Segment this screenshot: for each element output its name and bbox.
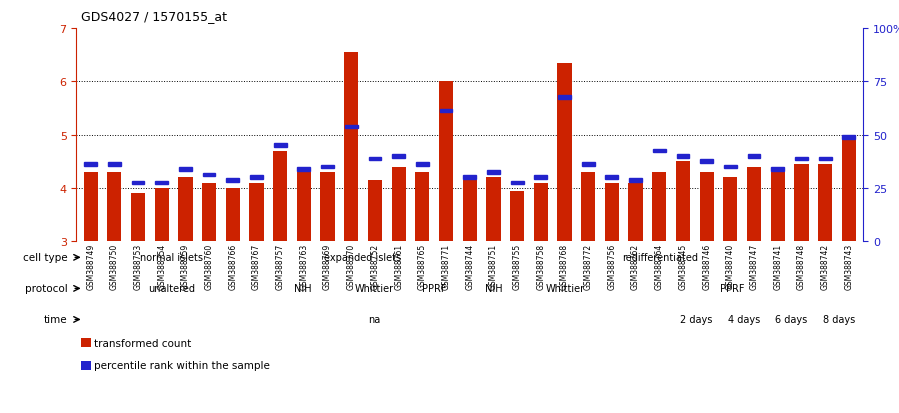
Text: GDS4027 / 1570155_at: GDS4027 / 1570155_at	[81, 10, 227, 23]
Bar	[795, 164, 808, 242]
Bar	[699, 173, 714, 242]
Bar	[416, 163, 429, 166]
Text: PPRF: PPRF	[720, 284, 744, 294]
Bar	[534, 183, 547, 242]
Bar	[463, 180, 476, 242]
Bar	[724, 178, 737, 242]
Text: expanded islets: expanded islets	[324, 253, 401, 263]
Bar	[85, 163, 97, 166]
Bar	[439, 82, 453, 242]
Text: 4 days: 4 days	[727, 315, 760, 325]
Text: time: time	[44, 315, 67, 325]
Bar	[629, 178, 642, 182]
Bar	[463, 176, 476, 180]
Bar	[179, 168, 191, 172]
Bar	[534, 176, 547, 180]
Bar	[771, 168, 784, 172]
Bar	[440, 109, 452, 113]
Bar	[345, 126, 358, 129]
Bar	[606, 176, 619, 180]
Bar	[202, 173, 216, 177]
Bar	[298, 168, 310, 172]
Bar	[605, 183, 619, 242]
Bar	[557, 64, 572, 242]
Text: protocol: protocol	[24, 284, 67, 294]
Bar	[297, 173, 311, 242]
Bar	[84, 173, 98, 242]
Bar	[368, 180, 382, 242]
Text: cell type: cell type	[22, 253, 67, 263]
Bar	[227, 178, 239, 182]
Bar	[131, 194, 145, 242]
Bar	[107, 173, 121, 242]
Bar	[320, 173, 334, 242]
Bar	[700, 160, 713, 164]
Bar	[582, 163, 594, 166]
Bar	[795, 157, 808, 161]
Bar	[842, 136, 855, 140]
Bar	[131, 181, 145, 185]
Text: unaltered: unaltered	[148, 284, 195, 294]
Bar	[770, 173, 785, 242]
Bar	[226, 188, 240, 242]
Bar	[250, 176, 263, 180]
Bar	[392, 154, 405, 159]
Bar	[156, 181, 168, 185]
Bar	[724, 165, 737, 169]
Bar	[841, 135, 856, 242]
Bar	[274, 144, 287, 148]
Bar	[486, 178, 501, 242]
Bar	[676, 162, 690, 242]
Text: NIH: NIH	[294, 284, 312, 294]
Text: normal islets: normal islets	[140, 253, 203, 263]
Bar	[392, 167, 405, 242]
Bar	[344, 53, 359, 242]
Text: 2 days: 2 days	[680, 315, 712, 325]
Text: percentile rank within the sample: percentile rank within the sample	[94, 361, 271, 370]
Bar	[155, 188, 169, 242]
Bar	[652, 173, 666, 242]
Text: transformed count: transformed count	[94, 338, 191, 348]
Bar	[819, 157, 832, 161]
Bar	[321, 165, 334, 169]
Bar	[415, 173, 430, 242]
Bar	[558, 96, 571, 100]
Bar	[178, 178, 192, 242]
Bar	[369, 157, 381, 161]
Text: 8 days: 8 days	[823, 315, 855, 325]
Text: 6 days: 6 days	[776, 315, 807, 325]
Bar	[818, 164, 832, 242]
Bar	[487, 171, 500, 174]
Bar	[748, 154, 761, 159]
Text: redifferentiated: redifferentiated	[622, 253, 699, 263]
Bar	[511, 181, 523, 185]
Bar	[653, 150, 665, 153]
Bar	[677, 154, 690, 159]
Bar	[628, 183, 643, 242]
Bar	[510, 191, 524, 242]
Text: PPRF: PPRF	[422, 284, 446, 294]
Text: NIH: NIH	[485, 284, 503, 294]
Bar	[249, 183, 263, 242]
Text: na: na	[369, 315, 380, 325]
Bar	[273, 151, 288, 242]
Bar	[747, 167, 761, 242]
Text: Whittier: Whittier	[546, 284, 584, 294]
Bar	[202, 183, 216, 242]
Bar	[108, 163, 120, 166]
Text: Whittier: Whittier	[355, 284, 394, 294]
Bar	[581, 173, 595, 242]
